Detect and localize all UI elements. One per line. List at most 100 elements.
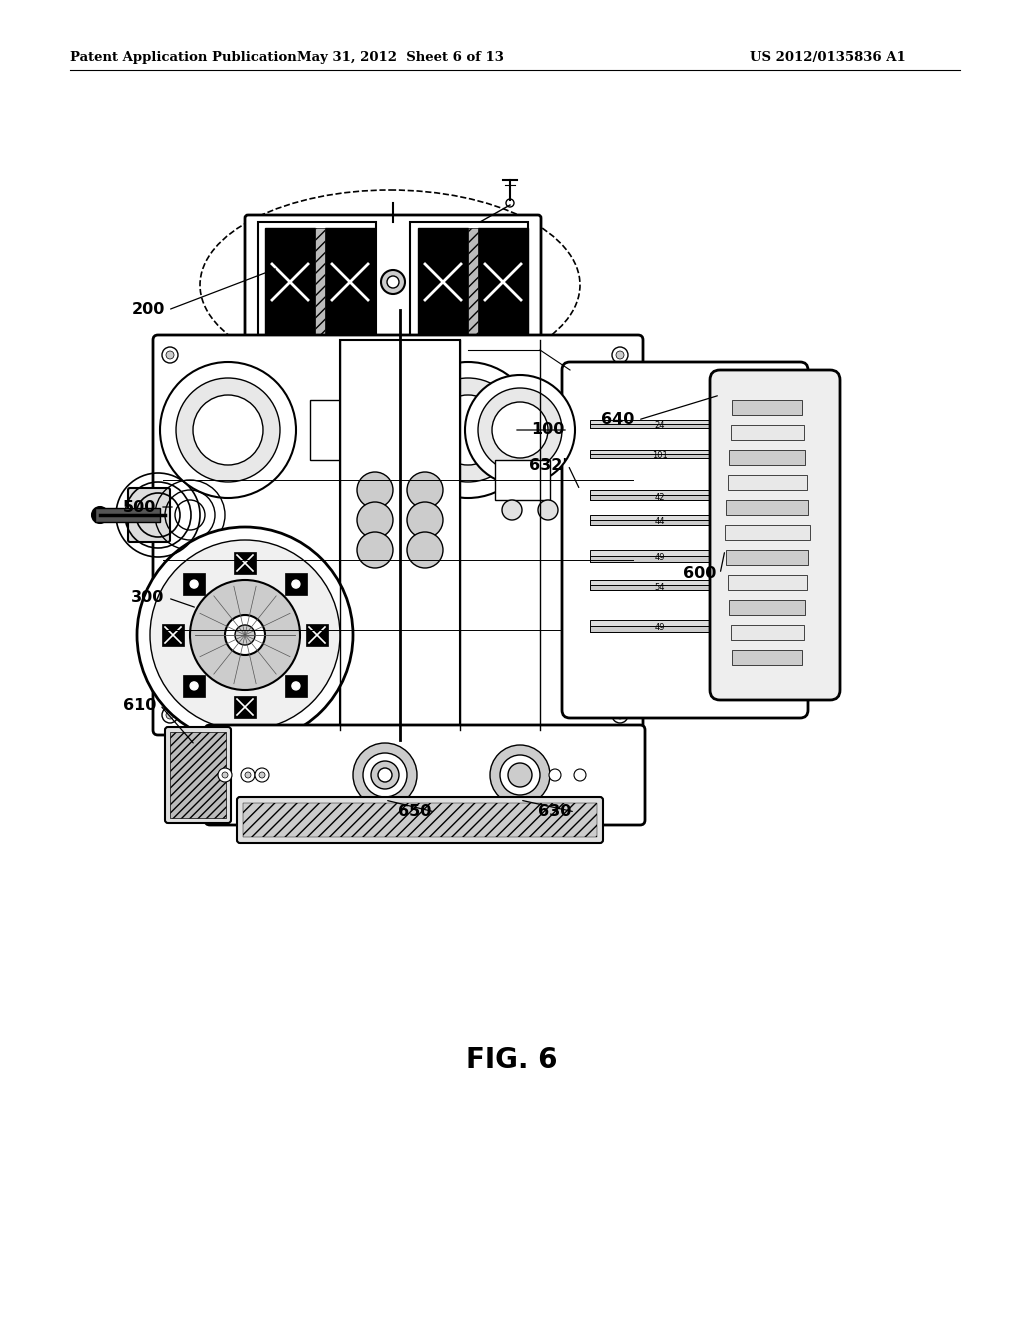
Circle shape: [502, 500, 522, 520]
Text: FIG. 6: FIG. 6: [466, 1045, 558, 1074]
Circle shape: [416, 378, 520, 482]
Circle shape: [255, 768, 269, 781]
Text: 42: 42: [654, 492, 666, 502]
Circle shape: [166, 711, 174, 719]
Text: 640: 640: [601, 412, 635, 428]
Circle shape: [162, 347, 178, 363]
Circle shape: [378, 768, 392, 781]
Circle shape: [612, 708, 628, 723]
Circle shape: [400, 362, 536, 498]
Bar: [590, 420, 720, 428]
Bar: [310, 400, 410, 459]
Bar: [731, 624, 804, 640]
Text: US 2012/0135836 A1: US 2012/0135836 A1: [750, 51, 906, 65]
Circle shape: [234, 624, 255, 645]
Bar: [325, 228, 375, 337]
Circle shape: [381, 271, 406, 294]
Circle shape: [353, 743, 417, 807]
FancyBboxPatch shape: [165, 727, 231, 822]
Text: 49: 49: [654, 553, 666, 562]
Circle shape: [362, 752, 407, 797]
Bar: [729, 450, 805, 465]
Text: 500: 500: [123, 499, 157, 515]
Circle shape: [616, 351, 624, 359]
Text: 300: 300: [131, 590, 165, 606]
Circle shape: [241, 768, 255, 781]
Text: 630: 630: [539, 804, 571, 820]
Bar: [590, 579, 720, 590]
Text: 610: 610: [123, 697, 157, 713]
Circle shape: [387, 276, 399, 288]
Bar: [340, 341, 460, 741]
Circle shape: [433, 395, 503, 465]
Circle shape: [478, 388, 562, 473]
Bar: [729, 601, 805, 615]
Bar: [590, 520, 720, 525]
Text: Patent Application Publication: Patent Application Publication: [70, 51, 297, 65]
Circle shape: [357, 473, 393, 508]
Text: 24: 24: [654, 421, 666, 430]
Circle shape: [500, 755, 540, 795]
Circle shape: [508, 763, 532, 787]
Circle shape: [465, 375, 575, 484]
FancyBboxPatch shape: [245, 215, 541, 351]
Text: 632': 632': [528, 458, 567, 473]
Text: 100: 100: [531, 422, 564, 437]
Bar: [728, 576, 807, 590]
Bar: [170, 733, 226, 818]
Bar: [478, 228, 528, 337]
FancyBboxPatch shape: [183, 573, 205, 595]
Circle shape: [538, 500, 558, 520]
Circle shape: [225, 615, 265, 655]
Bar: [590, 550, 720, 562]
FancyBboxPatch shape: [234, 552, 256, 574]
FancyBboxPatch shape: [205, 725, 645, 825]
Circle shape: [166, 351, 174, 359]
Bar: [728, 475, 807, 490]
FancyBboxPatch shape: [710, 370, 840, 700]
Circle shape: [490, 744, 550, 805]
FancyBboxPatch shape: [162, 624, 184, 645]
Bar: [258, 222, 376, 342]
Circle shape: [190, 682, 198, 690]
Circle shape: [245, 772, 251, 777]
Bar: [725, 525, 810, 540]
Bar: [495, 459, 550, 500]
Bar: [590, 490, 720, 500]
Circle shape: [549, 770, 561, 781]
Circle shape: [190, 579, 300, 690]
Circle shape: [492, 403, 548, 458]
Bar: [410, 222, 528, 342]
Bar: [590, 626, 720, 632]
Bar: [265, 228, 315, 337]
Circle shape: [292, 682, 300, 690]
Circle shape: [292, 579, 300, 589]
Bar: [731, 425, 804, 440]
Circle shape: [357, 502, 393, 539]
Bar: [243, 803, 597, 837]
FancyBboxPatch shape: [237, 797, 603, 843]
Bar: [726, 550, 808, 565]
Circle shape: [357, 532, 393, 568]
Bar: [590, 450, 720, 458]
Circle shape: [222, 772, 228, 777]
Circle shape: [92, 507, 108, 523]
Bar: [590, 454, 720, 458]
Text: May 31, 2012  Sheet 6 of 13: May 31, 2012 Sheet 6 of 13: [297, 51, 504, 65]
Bar: [590, 515, 720, 525]
Circle shape: [574, 770, 586, 781]
Circle shape: [259, 772, 265, 777]
Circle shape: [407, 473, 443, 508]
Text: 54: 54: [654, 582, 666, 591]
Text: 600: 600: [683, 566, 717, 582]
Text: 101: 101: [652, 451, 668, 461]
Bar: [590, 495, 720, 500]
Circle shape: [137, 527, 353, 743]
FancyBboxPatch shape: [128, 488, 170, 543]
FancyBboxPatch shape: [562, 362, 808, 718]
Bar: [732, 400, 802, 414]
Text: 44: 44: [654, 517, 666, 527]
Bar: [590, 556, 720, 562]
Circle shape: [150, 540, 340, 730]
Text: 200: 200: [131, 302, 165, 318]
